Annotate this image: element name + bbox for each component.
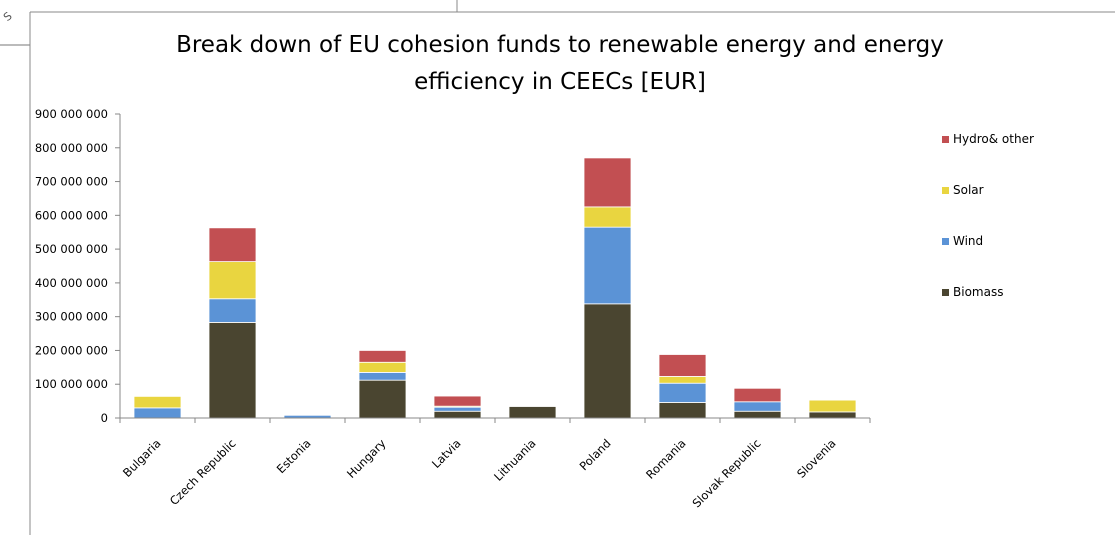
legend-swatch xyxy=(942,289,949,296)
x-tick-label: Lithuania xyxy=(491,436,539,484)
bar-segment xyxy=(433,406,482,412)
legend-label: Hydro& other xyxy=(953,132,1034,146)
chart-title-line: Break down of EU cohesion funds to renew… xyxy=(176,32,944,58)
x-tick-label: Slovak Republic xyxy=(689,436,763,510)
x-tick-label: Estonia xyxy=(274,436,314,476)
bar-segment xyxy=(733,387,782,403)
legend-swatch xyxy=(942,136,949,143)
x-tick-label: Latvia xyxy=(429,436,464,471)
y-tick-label: 600 000 000 xyxy=(35,208,108,222)
y-tick-label: 300 000 000 xyxy=(35,310,108,324)
legend-swatch xyxy=(942,187,949,194)
bar-segment xyxy=(433,395,482,407)
bar-segment xyxy=(358,361,407,373)
bar-segment xyxy=(208,261,257,300)
bar-segment xyxy=(658,382,707,403)
bar-segment xyxy=(583,226,632,305)
x-tick-label: Bulgaria xyxy=(120,436,164,480)
bar-segment xyxy=(208,227,257,263)
bar-segment xyxy=(133,395,182,409)
bar-segment xyxy=(433,410,482,419)
y-tick-label: 700 000 000 xyxy=(35,175,108,189)
bar-segment xyxy=(583,157,632,208)
bar-segment xyxy=(658,376,707,384)
y-tick-label: 100 000 000 xyxy=(35,377,108,391)
bar-segment xyxy=(583,206,632,228)
y-tick-label: 400 000 000 xyxy=(35,276,108,290)
x-tick-label: Romania xyxy=(643,436,688,481)
bar-segment xyxy=(583,303,632,419)
bar-segment xyxy=(808,399,857,413)
chart-title-line: efficiency in CEECs [EUR] xyxy=(414,69,706,95)
legend-label: Biomass xyxy=(953,285,1003,299)
bar-segment xyxy=(358,379,407,419)
y-tick-label: 500 000 000 xyxy=(35,242,108,256)
bar-segment xyxy=(358,350,407,363)
y-tick-label: 800 000 000 xyxy=(35,141,108,155)
bar-segment xyxy=(658,354,707,377)
legend: Hydro& other Solar Wind Biomass xyxy=(942,132,1034,299)
y-tick-label: 900 000 000 xyxy=(35,107,108,121)
x-tick-label: Czech Republic xyxy=(167,436,239,508)
x-tick-label: Slovenia xyxy=(794,436,839,481)
bars xyxy=(133,157,857,419)
x-axis: Bulgaria Czech Republic Estonia Hungary Latv… xyxy=(119,417,871,510)
y-axis: 0 100 000 000 200 000 000 300 000 000 400 00… xyxy=(35,107,121,425)
bar-segment xyxy=(808,411,857,419)
x-tick-label: Poland xyxy=(577,436,614,473)
bar-segment xyxy=(133,407,182,419)
legend-label: Solar xyxy=(953,183,984,197)
chart-title: Break down of EU cohesion funds to renew… xyxy=(176,32,944,95)
bar-segment xyxy=(208,298,257,323)
legend-label: Wind xyxy=(953,234,983,248)
bar-segment xyxy=(358,371,407,381)
bar-segment xyxy=(208,322,257,419)
bar-segment xyxy=(733,401,782,412)
bar-segment xyxy=(733,410,782,419)
bar-segment xyxy=(658,402,707,419)
legend-swatch xyxy=(942,238,949,245)
x-tick-label: Hungary xyxy=(344,436,389,481)
y-tick-label: 200 000 000 xyxy=(35,343,108,357)
bar-segment xyxy=(508,406,557,419)
y-tick-label: 0 xyxy=(101,411,108,425)
